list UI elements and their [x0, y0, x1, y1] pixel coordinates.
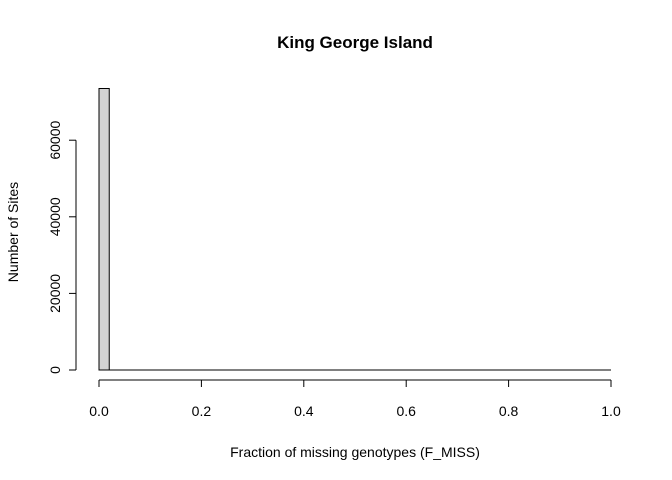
x-tick-label: 0.6	[396, 403, 416, 419]
chart-title: King George Island	[277, 33, 433, 52]
y-tick-label: 60000	[47, 121, 63, 160]
y-axis: 0 20000 40000 60000	[47, 121, 77, 374]
x-tick-label: 0.0	[89, 403, 109, 419]
x-axis-label: Fraction of missing genotypes (F_MISS)	[230, 444, 480, 460]
y-tick-label: 40000	[47, 197, 63, 236]
x-axis: 0.0 0.2 0.4 0.6 0.8 1.0	[89, 379, 621, 419]
x-tick-label: 0.2	[192, 403, 212, 419]
x-tick-label: 0.4	[294, 403, 314, 419]
y-axis-label: Number of Sites	[5, 182, 21, 282]
histogram-bar	[98, 87, 110, 371]
x-tick-label: 0.8	[499, 403, 519, 419]
y-tick-label: 0	[47, 366, 63, 374]
y-tick-label: 20000	[47, 274, 63, 313]
x-tick-label: 1.0	[601, 403, 621, 419]
bars-group	[98, 87, 611, 371]
